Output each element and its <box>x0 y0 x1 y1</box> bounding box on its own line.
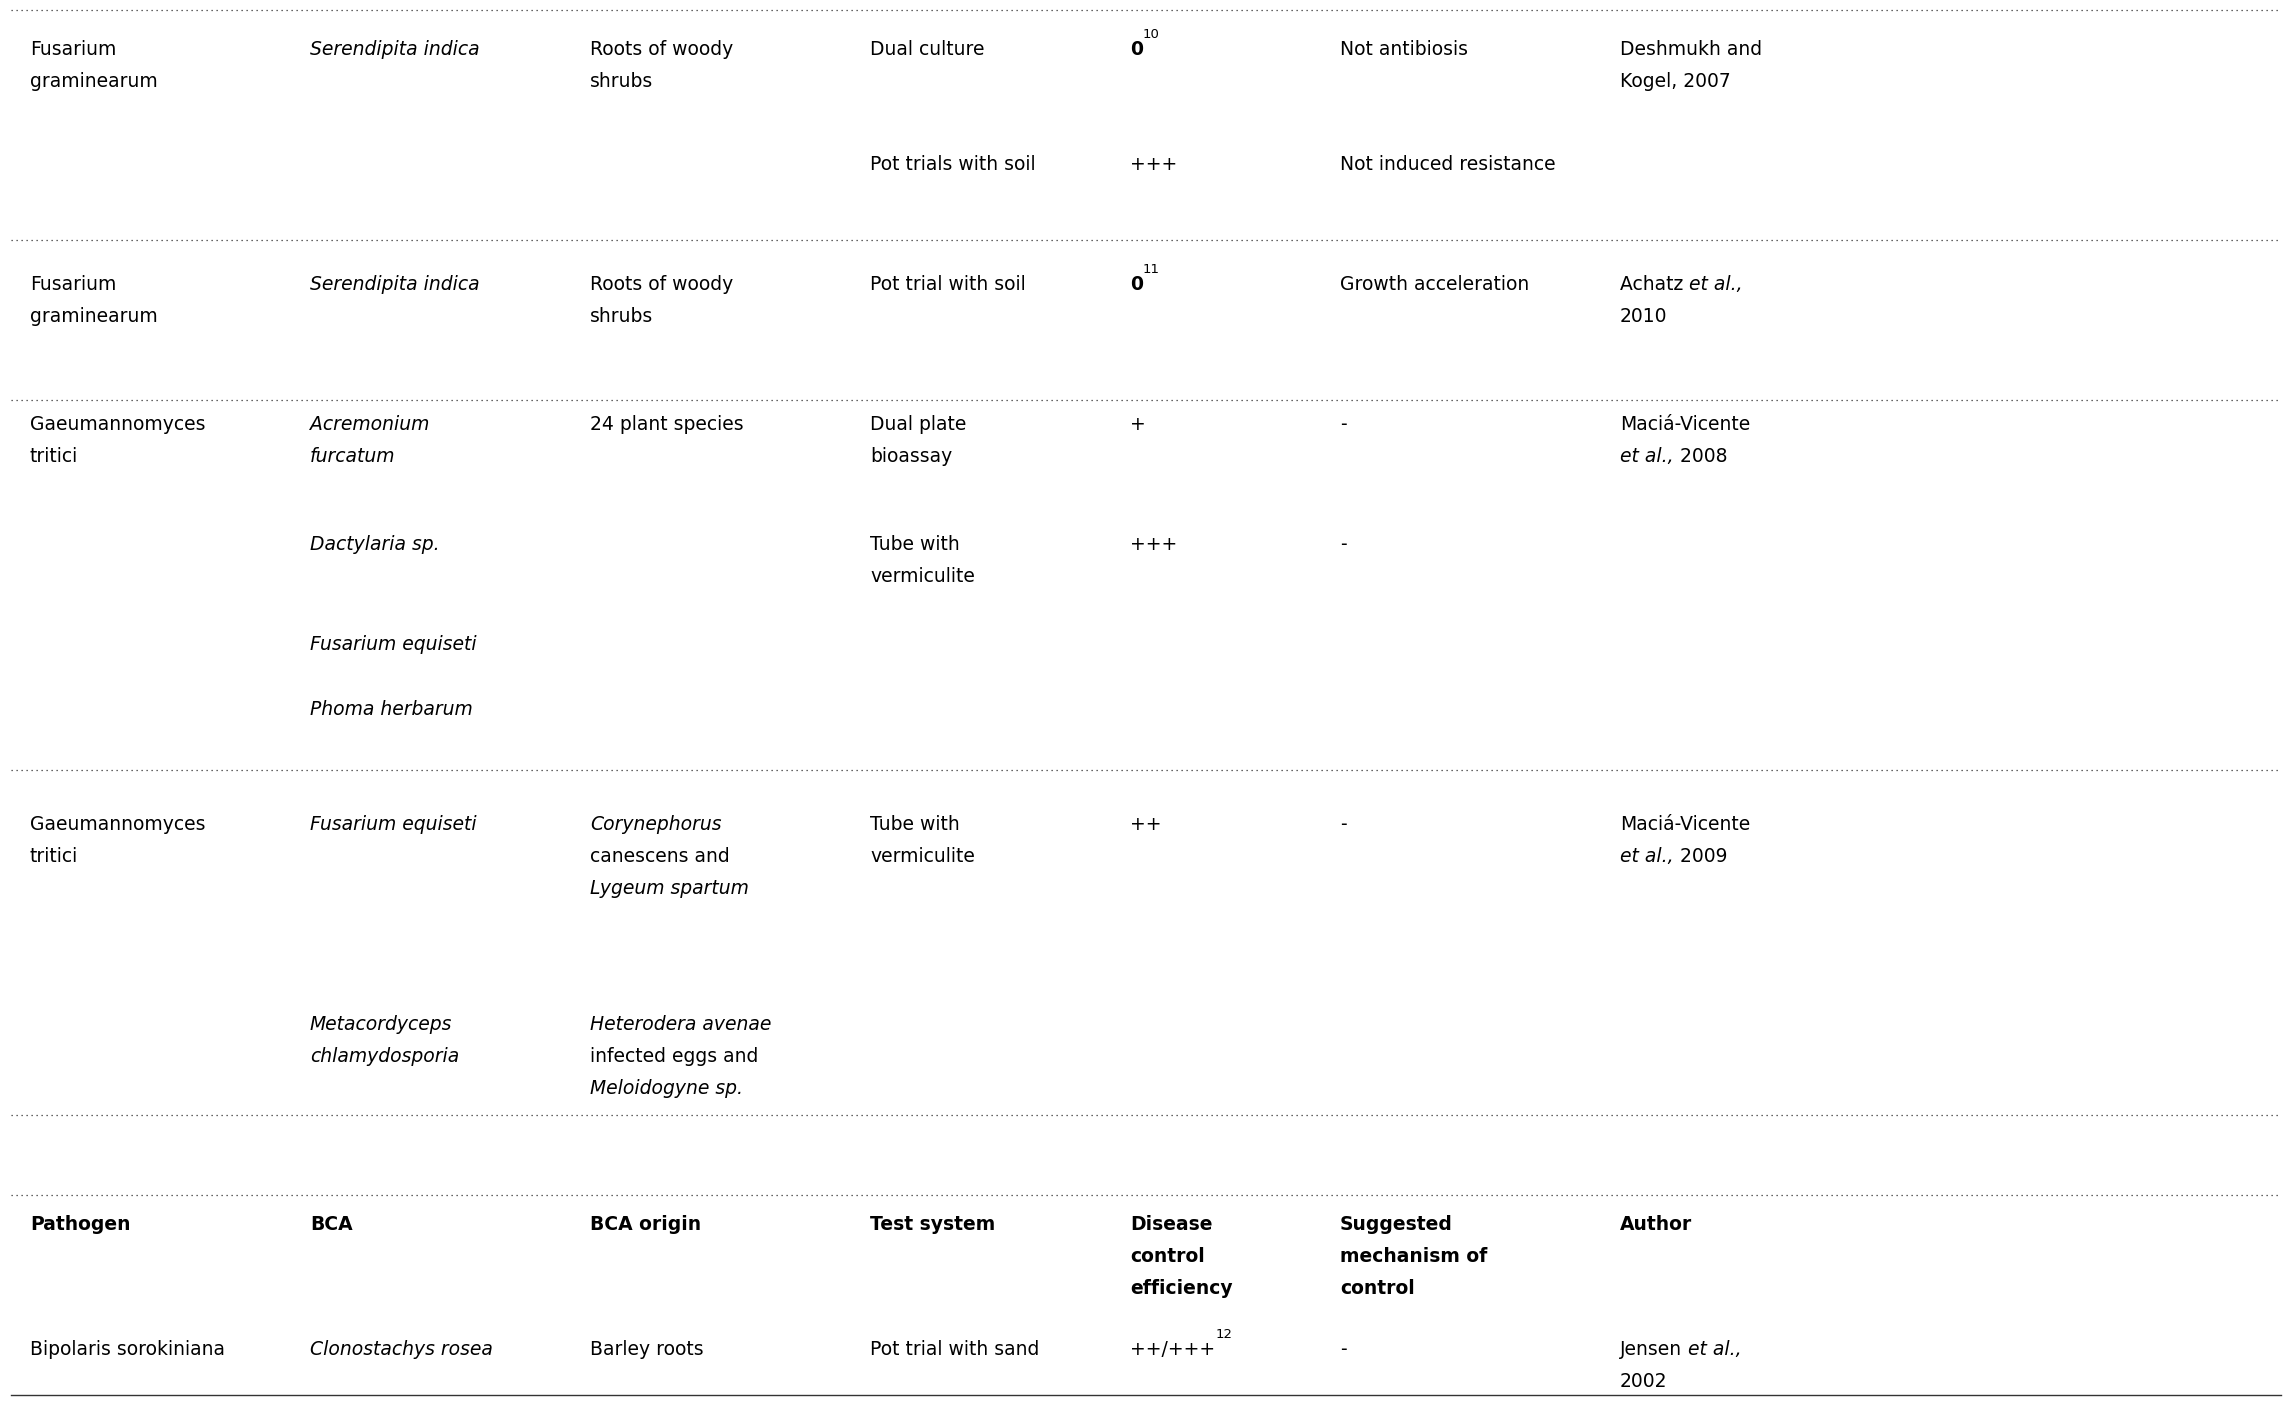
Text: et al.,: et al., <box>1689 274 1742 294</box>
Text: 11: 11 <box>1144 263 1160 276</box>
Text: Kogel, 2007: Kogel, 2007 <box>1620 72 1730 90</box>
Text: 12: 12 <box>1215 1328 1233 1340</box>
Text: +++: +++ <box>1130 534 1178 554</box>
Text: +: + <box>1130 414 1146 434</box>
Text: Not induced resistance: Not induced resistance <box>1341 156 1556 174</box>
Text: ++/+++: ++/+++ <box>1130 1340 1215 1359</box>
Text: ++: ++ <box>1130 814 1162 834</box>
Text: shrubs: shrubs <box>589 72 653 90</box>
Text: Fusarium equiseti: Fusarium equiseti <box>309 814 477 834</box>
Text: -: - <box>1341 414 1348 434</box>
Text: canescens and: canescens and <box>589 847 729 865</box>
Text: Achatz: Achatz <box>1620 274 1689 294</box>
Text: graminearum: graminearum <box>30 72 158 90</box>
Text: Maciá-Vicente: Maciá-Vicente <box>1620 414 1751 434</box>
Text: Barley roots: Barley roots <box>589 1340 704 1359</box>
Text: BCA origin: BCA origin <box>589 1215 701 1234</box>
Text: Roots of woody: Roots of woody <box>589 274 733 294</box>
Text: control: control <box>1130 1247 1206 1266</box>
Text: Meloidogyne sp.: Meloidogyne sp. <box>589 1079 743 1099</box>
Text: 2010: 2010 <box>1620 307 1669 327</box>
Text: Maciá-Vicente: Maciá-Vicente <box>1620 814 1751 834</box>
Text: 2002: 2002 <box>1620 1372 1669 1391</box>
Text: vermiculite: vermiculite <box>871 847 974 865</box>
Text: et al.,: et al., <box>1689 1340 1742 1359</box>
Text: BCA: BCA <box>309 1215 353 1234</box>
Text: -: - <box>1341 1340 1348 1359</box>
Text: Pot trial with soil: Pot trial with soil <box>871 274 1027 294</box>
Text: et al.,: et al., <box>1620 847 1673 865</box>
Text: Corynephorus: Corynephorus <box>589 814 722 834</box>
Text: Fusarium: Fusarium <box>30 274 117 294</box>
Text: Dual plate: Dual plate <box>871 414 967 434</box>
Text: Tube with: Tube with <box>871 534 960 554</box>
Text: Phoma herbarum: Phoma herbarum <box>309 700 472 718</box>
Text: 0: 0 <box>1130 274 1144 294</box>
Text: Bipolaris sorokiniana: Bipolaris sorokiniana <box>30 1340 225 1359</box>
Text: infected eggs and: infected eggs and <box>589 1046 759 1066</box>
Text: Tube with: Tube with <box>871 814 960 834</box>
Text: +++: +++ <box>1130 156 1178 174</box>
Text: Dual culture: Dual culture <box>871 40 986 59</box>
Text: Lygeum spartum: Lygeum spartum <box>589 880 749 898</box>
Text: Pot trial with sand: Pot trial with sand <box>871 1340 1038 1359</box>
Text: -: - <box>1341 814 1348 834</box>
Text: Roots of woody: Roots of woody <box>589 40 733 59</box>
Text: Deshmukh and: Deshmukh and <box>1620 40 1763 59</box>
Text: 10: 10 <box>1144 28 1160 41</box>
Text: Pathogen: Pathogen <box>30 1215 131 1234</box>
Text: Fusarium: Fusarium <box>30 40 117 59</box>
Text: Fusarium equiseti: Fusarium equiseti <box>309 635 477 655</box>
Text: Serendipita indica: Serendipita indica <box>309 274 479 294</box>
Text: 2008: 2008 <box>1673 447 1728 467</box>
Text: Acremonium: Acremonium <box>309 414 429 434</box>
Text: Dactylaria sp.: Dactylaria sp. <box>309 534 440 554</box>
Text: vermiculite: vermiculite <box>871 567 974 585</box>
Text: Growth acceleration: Growth acceleration <box>1341 274 1529 294</box>
Text: Heterodera avenae: Heterodera avenae <box>589 1015 772 1034</box>
Text: et al.,: et al., <box>1620 447 1673 467</box>
Text: Jensen: Jensen <box>1620 1340 1689 1359</box>
Text: bioassay: bioassay <box>871 447 951 467</box>
Text: control: control <box>1341 1280 1414 1298</box>
Text: Metacordyceps: Metacordyceps <box>309 1015 452 1034</box>
Text: 24 plant species: 24 plant species <box>589 414 743 434</box>
Text: efficiency: efficiency <box>1130 1280 1233 1298</box>
Text: shrubs: shrubs <box>589 307 653 327</box>
Text: Serendipita indica: Serendipita indica <box>309 40 479 59</box>
Text: Pot trials with soil: Pot trials with soil <box>871 156 1036 174</box>
Text: graminearum: graminearum <box>30 307 158 327</box>
Text: Clonostachys rosea: Clonostachys rosea <box>309 1340 493 1359</box>
Text: tritici: tritici <box>30 847 78 865</box>
Text: Disease: Disease <box>1130 1215 1212 1234</box>
Text: Test system: Test system <box>871 1215 995 1234</box>
Text: Not antibiosis: Not antibiosis <box>1341 40 1467 59</box>
Text: Gaeumannomyces: Gaeumannomyces <box>30 414 206 434</box>
Text: Suggested: Suggested <box>1341 1215 1453 1234</box>
Text: chlamydosporia: chlamydosporia <box>309 1046 458 1066</box>
Text: 2009: 2009 <box>1673 847 1728 865</box>
Text: furcatum: furcatum <box>309 447 397 467</box>
Text: 0: 0 <box>1130 40 1144 59</box>
Text: tritici: tritici <box>30 447 78 467</box>
Text: Author: Author <box>1620 1215 1691 1234</box>
Text: mechanism of: mechanism of <box>1341 1247 1488 1266</box>
Text: -: - <box>1341 534 1348 554</box>
Text: Gaeumannomyces: Gaeumannomyces <box>30 814 206 834</box>
